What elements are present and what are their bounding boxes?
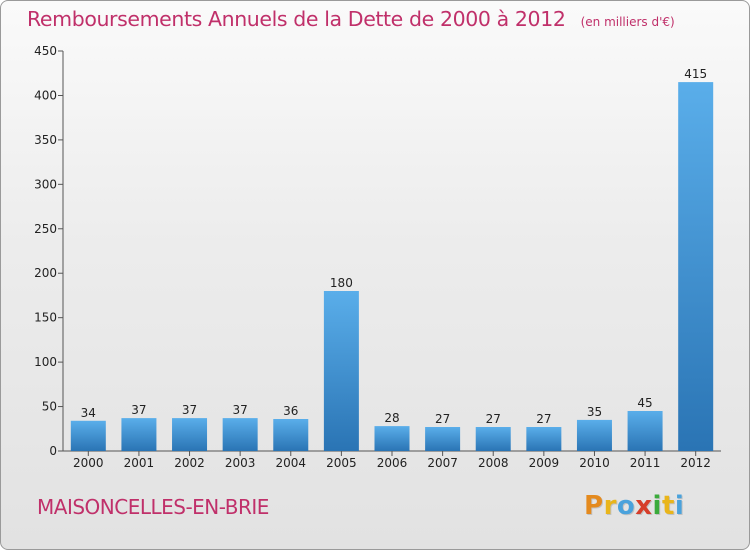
value-label-2006: 28 [384, 411, 399, 425]
value-label-2012: 415 [684, 67, 707, 81]
logo-letter: t [661, 491, 675, 521]
bar-2008 [475, 427, 511, 451]
x-tick-label-2009: 2009 [529, 456, 560, 470]
bar-2005 [323, 291, 359, 451]
value-label-2011: 45 [637, 396, 652, 410]
y-tick-label: 400 [34, 88, 57, 102]
chart-labels: 34 2000 37 2001 37 2002 37 2003 36 2004 180 2005 28 2… [73, 67, 711, 470]
y-tick-label: 450 [34, 44, 57, 58]
value-label-2001: 37 [131, 403, 146, 417]
x-tick-label-2006: 2006 [377, 456, 408, 470]
bar-2011 [627, 411, 663, 451]
proxiti-logo: Proxiti [584, 491, 684, 521]
bar-2006 [374, 426, 410, 451]
logo-letter: i [674, 491, 685, 521]
bar-2001 [121, 418, 157, 451]
value-label-2005: 180 [330, 276, 353, 290]
y-tick-label: 50 [42, 400, 57, 414]
value-label-2009: 27 [536, 412, 551, 426]
y-tick-label: 250 [34, 222, 57, 236]
y-tick-label: 300 [34, 177, 57, 191]
bar-2003 [222, 418, 258, 451]
chart-unit: (en milliers d'€) [580, 15, 675, 29]
x-tick-label-2007: 2007 [427, 456, 458, 470]
chart-title: Remboursements Annuels de la Dette de 20… [27, 7, 566, 31]
bar-2000 [70, 420, 106, 451]
x-tick-label-2000: 2000 [73, 456, 104, 470]
commune-name: MAISONCELLES-EN-BRIE [37, 495, 269, 519]
logo-letter: o [616, 491, 636, 521]
chart-bars [70, 82, 714, 451]
logo-letter: P [584, 491, 604, 521]
value-label-2002: 37 [182, 403, 197, 417]
y-tick-label: 350 [34, 133, 57, 147]
x-tick-label-2004: 2004 [275, 456, 306, 470]
bar-2012 [678, 82, 714, 451]
x-tick-label-2012: 2012 [680, 456, 711, 470]
y-tick-label: 200 [34, 266, 57, 280]
value-label-2010: 35 [587, 405, 602, 419]
value-label-2008: 27 [486, 412, 501, 426]
value-label-2004: 36 [283, 404, 298, 418]
chart-title-row: Remboursements Annuels de la Dette de 20… [27, 7, 675, 31]
chart-axes: 0 50 100 150 200 250 300 350 400 450 [34, 44, 721, 458]
x-tick-label-2001: 2001 [124, 456, 155, 470]
x-tick-label-2008: 2008 [478, 456, 509, 470]
y-tick-label: 0 [49, 444, 57, 458]
bar-2002 [172, 418, 208, 451]
bar-2007 [425, 427, 461, 451]
logo-letter: r [603, 491, 617, 521]
y-tick-label: 100 [34, 355, 57, 369]
x-tick-label-2011: 2011 [630, 456, 661, 470]
bar-2009 [526, 427, 562, 451]
value-label-2000: 34 [81, 406, 96, 420]
bar-2010 [576, 419, 612, 451]
y-tick-label: 150 [34, 311, 57, 325]
x-tick-label-2003: 2003 [225, 456, 256, 470]
x-tick-label-2002: 2002 [174, 456, 205, 470]
value-label-2003: 37 [233, 403, 248, 417]
value-label-2007: 27 [435, 412, 450, 426]
x-tick-label-2005: 2005 [326, 456, 357, 470]
bar-2004 [273, 419, 309, 451]
logo-letter: i [652, 491, 662, 521]
x-tick-label-2010: 2010 [579, 456, 610, 470]
logo-letter: x [635, 491, 653, 521]
